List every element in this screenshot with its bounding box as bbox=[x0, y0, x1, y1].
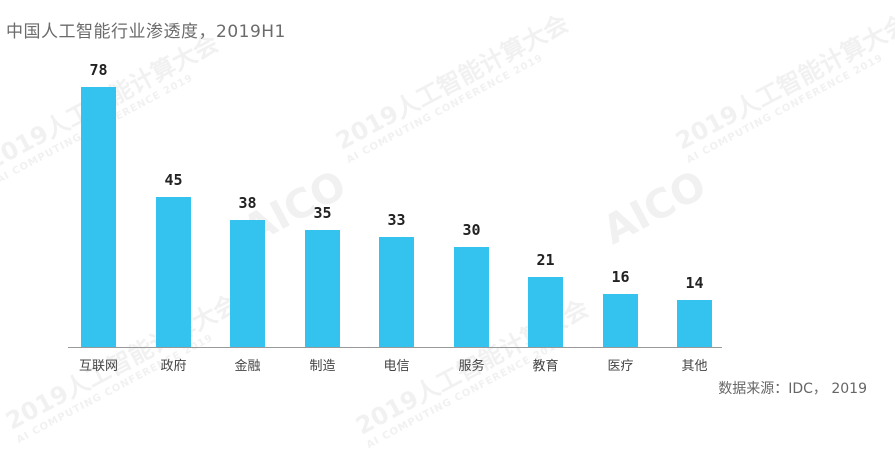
plot-area: 2019人工智能计算大会 AI COMPUTING CONFERENCE 201… bbox=[0, 9, 895, 451]
bar bbox=[156, 197, 191, 347]
bar bbox=[528, 277, 563, 347]
watermark: 2019人工智能计算大会 AI COMPUTING CONFERENCE 201… bbox=[331, 9, 573, 166]
bar bbox=[379, 237, 414, 347]
bar-value-label: 35 bbox=[313, 204, 332, 222]
bar bbox=[454, 247, 489, 347]
chart-title: 中国人工智能行业渗透度，2019H1 bbox=[6, 22, 286, 42]
category-label: 其他 bbox=[681, 359, 708, 374]
bar bbox=[305, 230, 340, 347]
watermark-logo: AICO bbox=[595, 162, 714, 254]
category-label: 服务 bbox=[458, 359, 485, 374]
category-label: 制造 bbox=[309, 359, 336, 374]
bar-value-label: 38 bbox=[238, 194, 257, 212]
bar bbox=[230, 220, 265, 347]
category-label: 金融 bbox=[234, 359, 261, 374]
category-label: 医疗 bbox=[607, 359, 634, 374]
x-axis-line bbox=[68, 347, 722, 348]
bar-value-label: 78 bbox=[89, 61, 108, 79]
category-label: 电信 bbox=[383, 359, 410, 374]
bar-value-label: 14 bbox=[685, 274, 704, 292]
category-label: 互联网 bbox=[78, 359, 118, 374]
bar-value-label: 33 bbox=[387, 211, 406, 229]
watermark: 2019人工智能计算大会 AI COMPUTING CONFERENCE 201… bbox=[671, 9, 895, 166]
bar-value-label: 30 bbox=[462, 221, 481, 239]
bar-value-label: 21 bbox=[536, 251, 555, 269]
bar bbox=[81, 87, 116, 347]
bar bbox=[677, 300, 712, 347]
bar bbox=[603, 294, 638, 347]
category-label: 教育 bbox=[532, 359, 559, 374]
category-label: 政府 bbox=[160, 359, 187, 374]
bar-value-label: 16 bbox=[611, 268, 630, 286]
data-source-note: 数据来源：IDC， 2019 bbox=[718, 381, 867, 397]
bar-value-label: 45 bbox=[164, 171, 183, 189]
